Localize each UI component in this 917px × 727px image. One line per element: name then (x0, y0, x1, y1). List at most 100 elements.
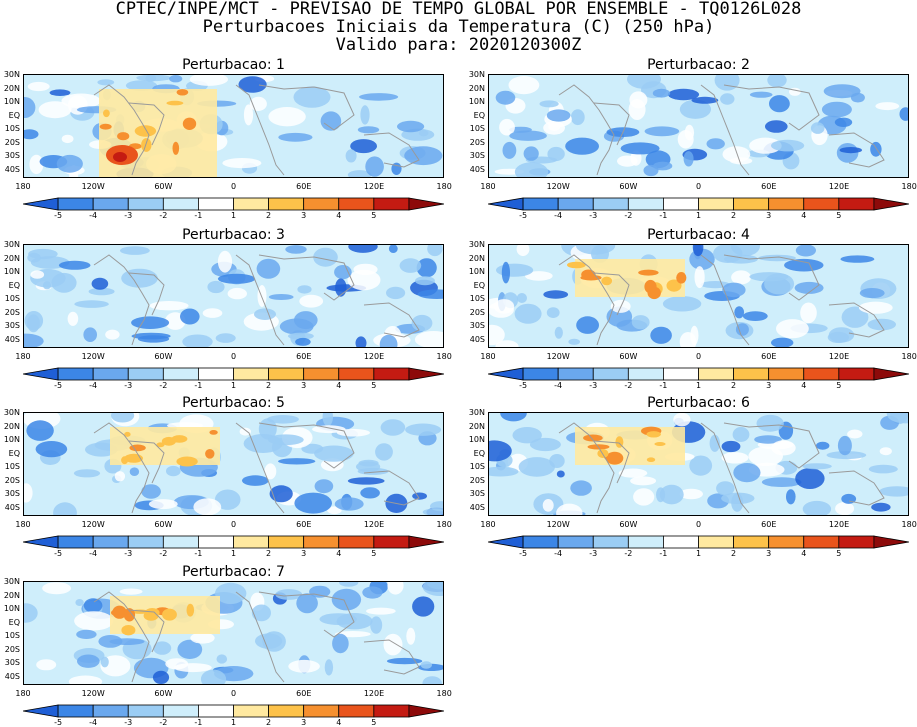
temperature-perturbation-map (23, 412, 444, 516)
colorbar-label: -2 (159, 211, 168, 220)
y-tick-label: EQ (473, 448, 485, 458)
x-tick-label: 0 (231, 520, 237, 529)
colorbar-label: 5 (836, 549, 842, 558)
colorbar-segment (23, 367, 59, 381)
colorbar-segment (733, 197, 770, 211)
colorbar-segment (488, 367, 524, 381)
colorbar-label: -3 (124, 549, 133, 558)
x-tick-label: 120W (546, 352, 570, 361)
colorbar-label: -5 (519, 549, 528, 558)
x-tick-label: 120E (363, 182, 385, 191)
y-tick-label: EQ (8, 280, 20, 290)
colorbar (23, 367, 444, 381)
x-tick-label: 60E (296, 689, 312, 698)
colorbar-segment (338, 535, 375, 549)
colorbar-segment (23, 535, 59, 549)
colorbar-segment (408, 704, 444, 718)
y-tick-label: 20S (4, 644, 20, 654)
colorbar-segment (127, 197, 164, 211)
y-tick-label: 10N (3, 97, 20, 106)
y-tick-label: EQ (8, 110, 20, 120)
colorbar-label: 1 (230, 718, 237, 727)
colorbar-segment (198, 367, 234, 381)
x-tick-label: 60W (619, 352, 638, 361)
temperature-perturbation-map (23, 74, 444, 178)
map-panel-7: Perturbacao: 7 30N 20N 10N EQ 10S 20S 30S 40S 180… (0, 565, 452, 727)
x-tick-label: 180 (15, 182, 31, 191)
y-tick-label: 20S (4, 475, 20, 485)
colorbar-segment (663, 197, 699, 211)
colorbar-label: 5 (836, 381, 842, 390)
panel-title: Perturbacao: 2 (647, 57, 750, 73)
x-tick-label: 60E (296, 520, 312, 529)
colorbar-segment (557, 535, 594, 549)
colorbar-label: -1 (659, 549, 668, 558)
x-tick-label: 120W (81, 520, 105, 529)
colorbar-segment (198, 197, 234, 211)
y-tick-label: EQ (8, 448, 20, 458)
x-tick-label: 180 (480, 352, 496, 361)
colorbar-segment (92, 704, 129, 718)
colorbar-segment (733, 535, 770, 549)
y-tick-label: 10N (3, 604, 20, 613)
colorbar-label: 4 (336, 381, 342, 390)
y-tick-label: 30N (468, 240, 485, 249)
x-tick-label: 0 (696, 182, 702, 191)
colorbar-segment (303, 704, 340, 718)
colorbar-segment (198, 535, 234, 549)
map-panel-3: Perturbacao: 3 30N 20N 10N EQ 10S 20S 30S 40S 180… (0, 228, 452, 390)
colorbar-label: 3 (766, 211, 772, 220)
colorbar-segment (23, 704, 59, 718)
colorbar-segment (233, 367, 269, 381)
x-tick-label: 120W (546, 520, 570, 529)
valid-time: Valido para: 2020120300Z (335, 35, 582, 55)
x-tick-label: 180 (480, 520, 496, 529)
x-tick-label: 60W (154, 352, 173, 361)
y-tick-label: 40S (4, 671, 20, 681)
colorbar-segment (873, 367, 909, 381)
colorbar-label: 4 (336, 718, 342, 727)
x-tick-label: 120E (828, 352, 850, 361)
colorbar-segment (698, 535, 734, 549)
colorbar-segment (698, 367, 734, 381)
y-tick-label: 20S (469, 137, 485, 147)
figure-title: CPTEC/INPE/MCT - PREVISAO DE TEMPO GLOBA… (115, 0, 802, 19)
y-tick-label: 20N (468, 253, 485, 263)
panel-title: Perturbacao: 5 (182, 395, 285, 411)
colorbar-segment (127, 704, 164, 718)
panel-title: Perturbacao: 6 (647, 395, 750, 411)
y-tick-label: 40S (4, 164, 20, 174)
colorbar-segment (373, 367, 410, 381)
temperature-perturbation-map (488, 244, 909, 348)
y-tick-label: 30S (4, 321, 20, 330)
panel-title: Perturbacao: 7 (182, 564, 285, 580)
colorbar-segment (162, 535, 199, 549)
colorbar-label: -1 (659, 211, 668, 220)
y-tick-label: 30N (3, 240, 20, 249)
y-tick-label: 30N (3, 70, 20, 79)
colorbar-label: -1 (194, 718, 203, 727)
colorbar-segment (803, 197, 840, 211)
y-tick-label: 20N (468, 421, 485, 431)
colorbar-segment (303, 197, 340, 211)
colorbar-segment (488, 535, 524, 549)
x-tick-label: 180 (901, 352, 917, 361)
y-tick-label: 20S (469, 307, 485, 317)
colorbar-segment (768, 197, 805, 211)
y-tick-label: 30N (468, 70, 485, 79)
colorbar-label: -5 (54, 381, 63, 390)
colorbar-label: -3 (124, 381, 133, 390)
colorbar-segment (768, 367, 805, 381)
x-tick-label: 60E (296, 182, 312, 191)
colorbar-segment (838, 535, 875, 549)
colorbar-segment (338, 367, 375, 381)
colorbar-segment (373, 535, 410, 549)
x-tick-label: 0 (231, 352, 237, 361)
colorbar-label: 4 (801, 211, 807, 220)
y-tick-label: 20N (3, 253, 20, 263)
x-tick-label: 180 (436, 182, 452, 191)
colorbar-label: -1 (194, 381, 203, 390)
colorbar-label: 2 (266, 211, 272, 220)
colorbar-segment (233, 197, 269, 211)
x-tick-label: 180 (436, 689, 452, 698)
